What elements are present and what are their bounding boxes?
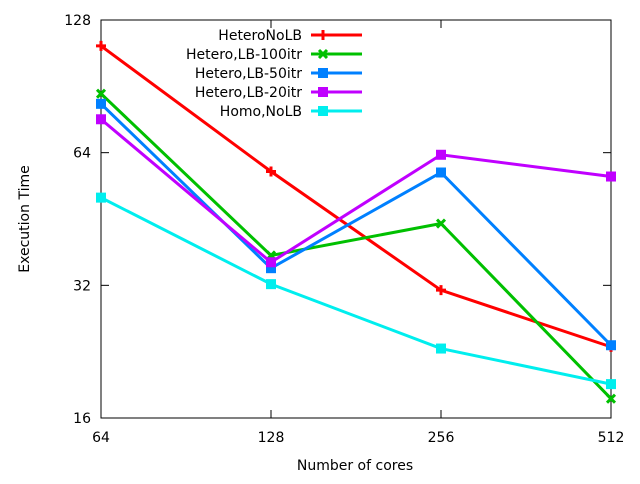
cross-marker (95, 88, 107, 99)
series-heteronolb (96, 40, 616, 352)
series-line (99, 92, 613, 400)
cross-marker (435, 218, 447, 229)
square-marker (318, 87, 328, 97)
square-marker (606, 171, 616, 182)
plus-marker (96, 40, 106, 51)
square-marker (318, 68, 328, 78)
square-marker (436, 343, 446, 354)
square-marker (318, 106, 328, 116)
plus-marker (318, 30, 328, 40)
plus-marker (266, 166, 276, 177)
square-marker (96, 98, 106, 109)
series-hetero-lb-100itr (95, 88, 617, 404)
x-tick-label: 256 (428, 430, 455, 446)
series-hetero-lb-50itr (96, 98, 616, 351)
y-tick-label: 32 (73, 278, 91, 294)
series-hetero-lb-20itr (96, 114, 616, 268)
y-tick-label: 16 (73, 411, 91, 427)
series-line (99, 102, 613, 347)
plus-marker (436, 285, 446, 296)
square-marker (436, 149, 446, 160)
plot-frame (100, 19, 612, 419)
square-marker (96, 192, 106, 203)
y-tick-label: 64 (73, 146, 91, 162)
legend-label: Hetero,LB-100itr (186, 47, 302, 63)
y-axis-label: Execution Time (17, 165, 33, 272)
square-marker (436, 167, 446, 178)
series-line (100, 118, 612, 265)
legend-label: Homo,NoLB (220, 104, 302, 120)
cross-marker (317, 48, 329, 60)
y-tick-label: 128 (64, 13, 91, 29)
series-line (100, 44, 612, 349)
x-tick-label: 128 (258, 430, 285, 446)
square-marker (606, 340, 616, 351)
legend: HeteroNoLB Hetero,LB-100itr Hetero,LB-50it… (186, 28, 362, 120)
square-marker (606, 379, 616, 390)
x-tick-label: 512 (598, 430, 625, 446)
square-marker (266, 263, 276, 274)
square-marker (266, 279, 276, 290)
x-tick-label: 64 (92, 430, 110, 446)
legend-label: Hetero,LB-20itr (195, 85, 302, 101)
cross-marker (605, 393, 617, 404)
square-marker (96, 114, 106, 125)
legend-label: Hetero,LB-50itr (195, 66, 302, 82)
series-line (100, 196, 612, 386)
series-homo-nolb (96, 192, 616, 390)
square-marker (266, 257, 276, 268)
legend-label: HeteroNoLB (218, 28, 302, 44)
x-axis-label: Number of cores (297, 458, 413, 474)
